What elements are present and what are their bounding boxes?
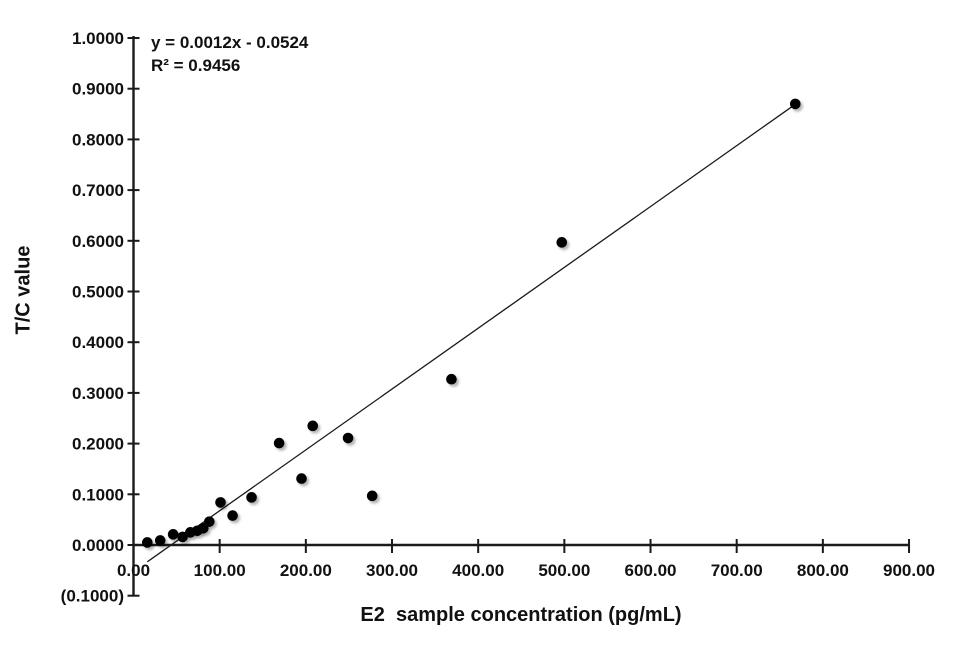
y-axis-title: T/C value (12, 245, 35, 335)
x-axis-tick-label: 600.00 (625, 561, 677, 580)
data-point (177, 531, 188, 543)
trendline-equation-box: y = 0.0012x - 0.0524 R² = 0.9456 (151, 31, 308, 77)
data-point (141, 537, 153, 548)
data-point (366, 490, 378, 502)
x-axis-title: E2 sample concentration (pg/mL) (360, 604, 682, 626)
series-layer (141, 98, 801, 563)
y-axis-tick-label: 0.0000 (72, 536, 124, 555)
data-point (296, 473, 307, 484)
data-point (167, 529, 179, 540)
x-axis-tick-label: 500.00 (538, 561, 590, 580)
y-axis-tick-label: 0.3000 (72, 384, 124, 403)
x-axis-tick-label: 400.00 (452, 561, 504, 580)
y-axis-tick-label: 1.0000 (72, 29, 124, 48)
r-squared-text: R² = 0.9456 (151, 56, 241, 75)
data-point (204, 516, 215, 527)
x-axis-tick-label: 800.00 (797, 561, 849, 580)
x-axis-tick-label: 200.00 (280, 561, 332, 580)
x-axis-tick-label: 100.00 (194, 561, 246, 580)
x-axis-tick-label: 0.00 (117, 561, 150, 580)
data-point (246, 492, 257, 503)
data-point (154, 535, 166, 546)
y-axis-tick-label: 0.9000 (72, 80, 124, 99)
data-point (307, 420, 319, 432)
data-point (273, 437, 285, 449)
x-axis-tick-label: 700.00 (711, 561, 763, 580)
data-point (342, 432, 354, 444)
data-point (227, 510, 238, 521)
y-axis-tick-label: (0.1000) (61, 587, 124, 606)
data-point (556, 237, 568, 248)
data-point (446, 373, 457, 385)
data-point (215, 497, 226, 508)
y-axis-tick-label: 0.4000 (72, 333, 124, 352)
trendline (146, 103, 796, 563)
y-axis-tick-label: 0.8000 (72, 130, 124, 149)
trendline-equation-text: y = 0.0012x - 0.0524 (151, 33, 309, 52)
data-point (789, 98, 801, 110)
y-axis-tick-label: 0.2000 (72, 435, 124, 454)
x-axis-tick-label: 900.00 (883, 561, 935, 580)
y-axis-tick-label: 0.1000 (72, 485, 124, 504)
y-axis-tick-label: 0.6000 (72, 232, 124, 251)
axes-layer: 0.00 100.00 200.00 300.00 400.00 500.00 600.00… (61, 29, 935, 606)
y-axis-tick-label: 0.7000 (72, 181, 124, 200)
y-axis-tick-label: 0.5000 (72, 283, 124, 302)
x-axis-tick-label: 300.00 (366, 561, 418, 580)
